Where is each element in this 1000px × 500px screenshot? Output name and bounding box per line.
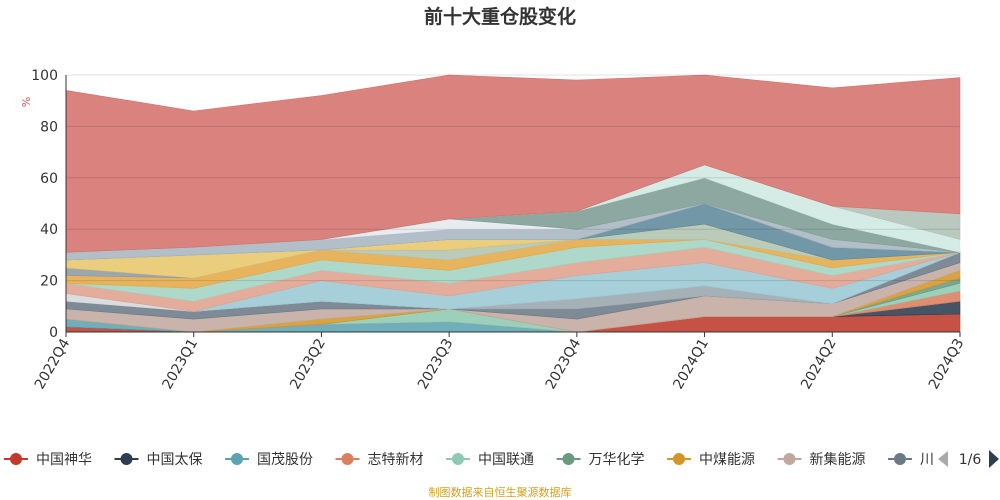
legend-marker — [10, 453, 22, 465]
x-tick-label: 2022Q4 — [32, 336, 74, 392]
legend-item[interactable]: 中国太保 — [114, 452, 203, 468]
y-axis: 0 20 40 60 80 100 — [31, 68, 67, 341]
legend-marker — [673, 453, 685, 465]
x-tick-label: 2023Q4 — [543, 336, 585, 392]
y-tick-label: 0 — [49, 325, 58, 341]
legend-label: 中国联通 — [478, 452, 534, 468]
legend-pager: 1/6 — [938, 450, 999, 468]
legend-marker — [894, 453, 906, 465]
legend: 中国神华 中国太保 国茂股份 志特新材 中国联通 万华化学 中煤能源 新集能源 川 — [4, 451, 934, 468]
legend-item[interactable]: 中国神华 — [4, 452, 92, 468]
area-series-27 — [65, 74, 961, 253]
legend-label: 国茂股份 — [257, 451, 313, 468]
legend-marker — [231, 453, 243, 465]
legend-label: 新集能源 — [810, 451, 866, 468]
legend-marker — [341, 453, 354, 465]
legend-prev-page-button[interactable] — [938, 451, 948, 467]
legend-item[interactable]: 万华化学 — [556, 452, 645, 468]
legend-label: 中国太保 — [147, 452, 203, 468]
y-tick-label: 60 — [40, 171, 58, 187]
legend-label: 万华化学 — [589, 452, 645, 468]
legend-marker — [562, 453, 575, 465]
x-tick-label: 2024Q3 — [926, 336, 968, 392]
legend-label: 中国神华 — [36, 452, 92, 468]
legend-label: 中煤能源 — [699, 452, 755, 468]
x-tick-label: 2024Q1 — [670, 336, 712, 392]
x-tick-label: 2023Q1 — [160, 336, 202, 392]
legend-item[interactable]: 中煤能源 — [667, 452, 755, 468]
y-tick-label: 20 — [40, 274, 58, 290]
legend-item[interactable]: 国茂股份 — [225, 451, 313, 468]
footer-source: 制图数据来自恒生聚源数据库 — [429, 485, 572, 499]
legend-item[interactable]: 志特新材 — [335, 452, 424, 468]
x-tick-label: 2024Q2 — [798, 336, 840, 392]
chart-title: 前十大重仓股变化 — [424, 5, 576, 28]
y-axis-label: % — [20, 97, 33, 107]
legend-item-partial[interactable]: 川 — [888, 452, 934, 468]
legend-label: 志特新材 — [368, 452, 424, 468]
legend-next-page-button[interactable] — [989, 450, 999, 468]
legend-label: 川 — [920, 452, 934, 468]
y-tick-label: 80 — [40, 119, 58, 135]
y-tick-label: 40 — [40, 222, 58, 238]
y-tick-label: 100 — [31, 68, 58, 84]
x-axis: 2022Q4 2023Q1 2023Q2 2023Q3 2023Q4 2024Q1 2024… — [32, 331, 968, 392]
legend-marker — [783, 453, 796, 465]
x-tick-label: 2023Q3 — [415, 336, 457, 392]
x-tick-label: 2023Q2 — [287, 336, 329, 392]
plot-area — [65, 74, 961, 333]
legend-marker — [452, 453, 464, 465]
legend-item[interactable]: 新集能源 — [777, 451, 866, 468]
legend-item[interactable]: 中国联通 — [446, 452, 534, 468]
legend-marker — [120, 453, 133, 465]
legend-page-indicator: 1/6 — [959, 452, 982, 468]
